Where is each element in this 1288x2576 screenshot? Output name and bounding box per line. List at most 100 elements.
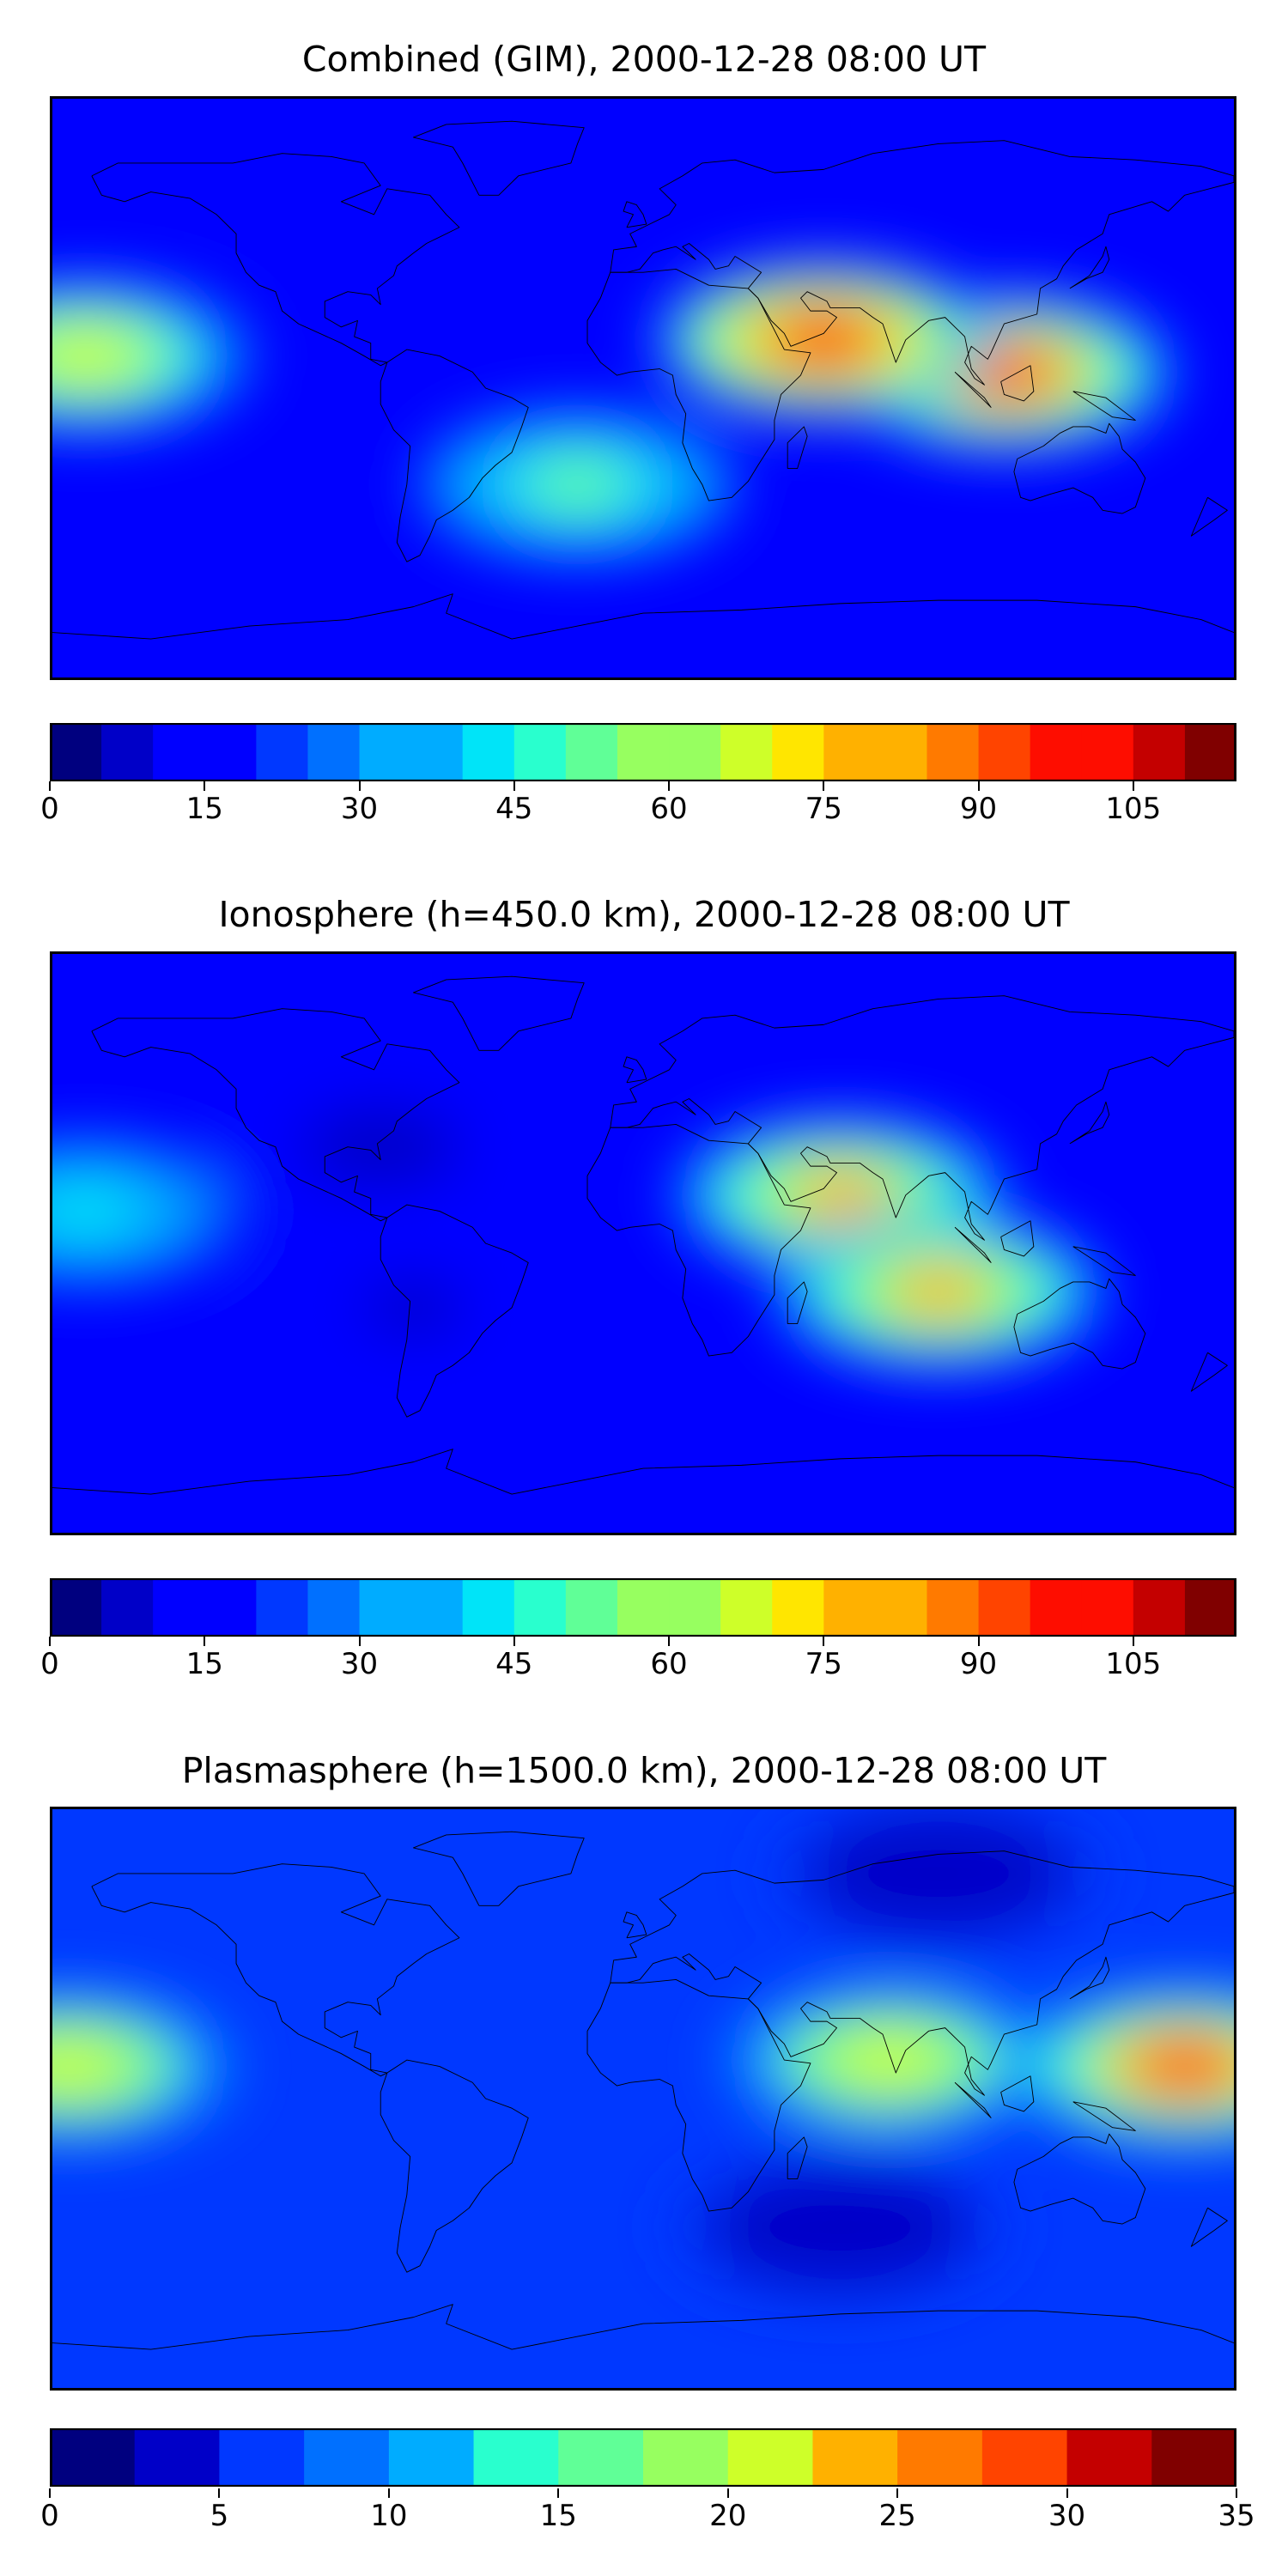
colorbar-segment [1133,1578,1186,1637]
colorbar-segment [617,723,670,781]
colorbar-segment [513,1578,567,1637]
colorbar-tick-label: 105 [1105,1647,1162,1681]
colorbar-tick-mark [668,781,671,791]
colorbar-segment [772,1578,824,1637]
heatmap-feature [52,2039,118,2093]
colorbar-tick-mark [557,2488,560,2498]
chart-title: Ionosphere (h=450.0 km), 2000-12-28 08:0… [218,894,1070,935]
chart-title: Plasmasphere (h=1500.0 km), 2000-12-28 0… [181,1750,1107,1791]
colorbar-segment [978,723,1031,781]
colorbar-tick-label: 60 [650,1647,688,1681]
coastline [1014,423,1145,513]
heatmap-svg [52,99,1234,677]
colorbar-segment [875,1578,928,1637]
heatmap-feature [1135,2039,1234,2094]
coastline [52,1449,1234,1494]
heatmap-feature [889,1264,988,1319]
colorbar-segment [256,1578,309,1637]
colorbar-svg [50,723,1236,781]
tec-map [50,96,1236,680]
chart-title: Combined (GIM), 2000-12-28 08:00 UT [301,39,987,80]
heatmap-feature [528,457,627,512]
colorbar-segment [1030,1578,1083,1637]
colorbar-tick-label: 105 [1105,792,1162,826]
coastline [1001,366,1034,401]
colorbar-svg [50,2428,1236,2487]
colorbar-ticks: 0 15 30 45 60 75 90 105 [40,781,1236,835]
colorbar-segment [410,1578,464,1637]
coastline [380,2060,528,2272]
colorbar-segment [643,2428,729,2487]
colorbar-segment [1184,1578,1236,1637]
colorbar-tick-mark [726,2488,729,2498]
colorbar-segment [981,2428,1068,2487]
colorbar-tick-label: 15 [185,1647,223,1681]
colorbar-tick-mark [358,1637,361,1646]
colorbar-segment [1151,2428,1236,2487]
colorbar-segment [823,723,877,781]
colorbar-segment [50,1578,102,1637]
coastline [1073,392,1136,421]
colorbar-segment [1066,2428,1152,2487]
colorbar-tick-mark [49,1637,51,1646]
colorbar-tick-label: 45 [495,1647,533,1681]
coastline [955,2082,991,2117]
colorbar-frame [51,724,1235,781]
colorbar-segment [388,2428,475,2487]
coastline [1070,1102,1109,1144]
heatmap-feature [364,1280,463,1335]
colorbar-tick-label: 20 [709,2499,747,2533]
colorbar-tick-label: 30 [1048,2499,1086,2533]
colorbar-segment [772,723,824,781]
coastline [955,1227,991,1262]
heatmap-svg [52,954,1234,1533]
colorbar-segment [1030,723,1083,781]
colorbar-segment [304,2428,390,2487]
colorbar-frame [51,2429,1235,2487]
coastline [1191,497,1227,536]
colorbar-tick-label: 0 [40,2499,59,2533]
colorbar-tick-label: 75 [805,792,842,826]
colorbar-tick-mark [513,781,515,791]
heatmap-feature [52,329,135,383]
coastline [1073,2102,1136,2131]
colorbar-tick-label: 45 [495,792,533,826]
coastline [787,427,807,469]
colorbar-segment [897,2428,983,2487]
coastline [1070,246,1109,289]
colorbar-segment [927,1578,980,1637]
colorbar-segment [720,723,773,781]
colorbar-tick-label: 10 [370,2499,408,2533]
coastline [1191,1352,1227,1391]
colorbar-tick-mark [977,1637,980,1646]
colorbar-frame [51,1579,1235,1637]
colorbar-segment [617,1578,670,1637]
colorbar-segment [720,1578,773,1637]
colorbar-tick-mark [668,1637,671,1646]
colorbar-tick-label: 30 [340,1647,379,1681]
colorbar-segment [134,2428,221,2487]
colorbar [50,1578,1236,1637]
colorbar-segment [256,723,309,781]
colorbar-segment [565,723,618,781]
colorbar-tick-label: 60 [650,792,688,826]
colorbar-segment [1081,1578,1134,1637]
colorbar-tick-label: 25 [878,2499,916,2533]
colorbar-segment [669,1578,721,1637]
panel-combined: Combined (GIM), 2000-12-28 08:00 UT 0 15 3… [0,0,1288,859]
colorbar-tick-label: 0 [40,792,59,826]
colorbar-tick-mark [1132,781,1134,791]
tec-map [50,1807,1236,2391]
colorbar-tick-label: 90 [959,1647,998,1681]
coastline [611,141,1234,386]
colorbar-segment [307,1578,361,1637]
coastline [92,1864,459,2076]
colorbar-tick-mark [358,781,361,791]
colorbar-tick-label: 35 [1218,2499,1255,2533]
colorbar-segment [558,2428,644,2487]
heatmap-feature [840,2032,939,2087]
coastline [787,2137,807,2179]
tec-map [50,951,1236,1535]
coastline [380,349,528,562]
